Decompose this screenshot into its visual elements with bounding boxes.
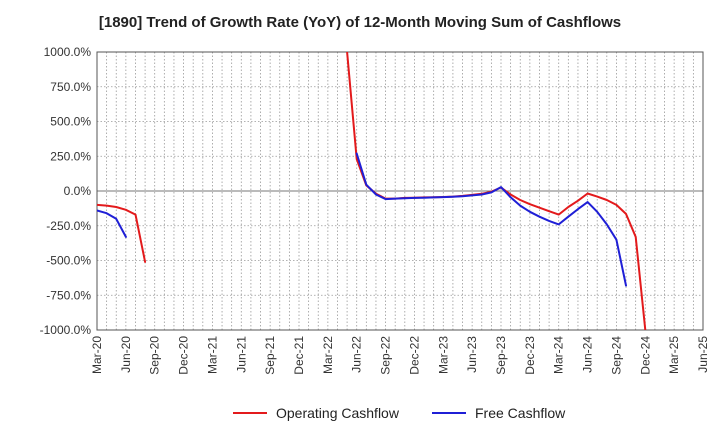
x-tick-label: Sep-20	[148, 336, 162, 375]
x-tick-label: Dec-24	[638, 336, 652, 375]
x-tick-label: Mar-24	[552, 336, 566, 374]
x-tick-label: Mar-25	[667, 336, 681, 374]
series-line-free-cashflow	[355, 152, 627, 287]
legend-item-operating-cashflow: Operating Cashflow	[233, 405, 399, 421]
y-tick-label: 750.0%	[50, 80, 91, 94]
y-tick-label: 250.0%	[50, 149, 91, 163]
legend-swatch-operating	[233, 412, 267, 414]
x-tick-label: Mar-21	[205, 336, 219, 374]
y-tick-label: -750.0%	[46, 288, 91, 302]
legend-label-free: Free Cashflow	[475, 405, 566, 421]
x-tick-label: Jun-24	[581, 336, 595, 373]
legend: Operating Cashflow Free Cashflow	[0, 405, 720, 425]
x-axis: Mar-20 Jun-20 Sep-20 Dec-20 Mar-21 Jun-21 Sep-…	[90, 336, 710, 375]
legend-label-operating: Operating Cashflow	[276, 405, 399, 421]
series-lines	[97, 52, 647, 330]
y-tick-label: 0.0%	[64, 184, 92, 198]
legend-item-free-cashflow: Free Cashflow	[432, 405, 565, 421]
x-tick-label: Mar-20	[90, 336, 104, 374]
y-tick-label: 1000.0%	[44, 45, 92, 59]
x-tick-label: Mar-22	[321, 336, 335, 374]
x-tick-label: Dec-23	[523, 336, 537, 375]
series-line-free-cashflow	[97, 209, 127, 238]
chart-title: [1890] Trend of Growth Rate (YoY) of 12-…	[98, 14, 622, 31]
x-tick-label: Jun-20	[119, 336, 133, 373]
x-tick-label: Jun-22	[350, 336, 364, 373]
y-tick-label: -250.0%	[46, 219, 91, 233]
y-tick-label: 500.0%	[50, 115, 91, 129]
x-tick-label: Jun-23	[465, 336, 479, 373]
series-line-operating-cashflow	[97, 203, 147, 263]
x-tick-label: Sep-21	[263, 336, 277, 375]
y-tick-label: -1000.0%	[40, 323, 92, 337]
x-tick-label: Jun-21	[234, 336, 248, 373]
x-tick-label: Dec-22	[407, 336, 421, 375]
y-tick-label: -500.0%	[46, 254, 91, 268]
x-tick-label: Mar-23	[436, 336, 450, 374]
y-axis: 1000.0% 750.0% 500.0% 250.0% 0.0% -250.0% -500…	[40, 45, 92, 337]
x-tick-label: Sep-23	[494, 336, 508, 375]
x-tick-label: Jun-25	[696, 336, 710, 373]
x-tick-label: Sep-22	[379, 336, 393, 375]
x-tick-label: Dec-20	[177, 336, 191, 375]
legend-swatch-free	[432, 412, 466, 414]
grid	[97, 52, 703, 330]
x-tick-label: Sep-24	[609, 336, 623, 375]
x-tick-label: Dec-21	[292, 336, 306, 375]
plot-frame	[96, 51, 704, 331]
